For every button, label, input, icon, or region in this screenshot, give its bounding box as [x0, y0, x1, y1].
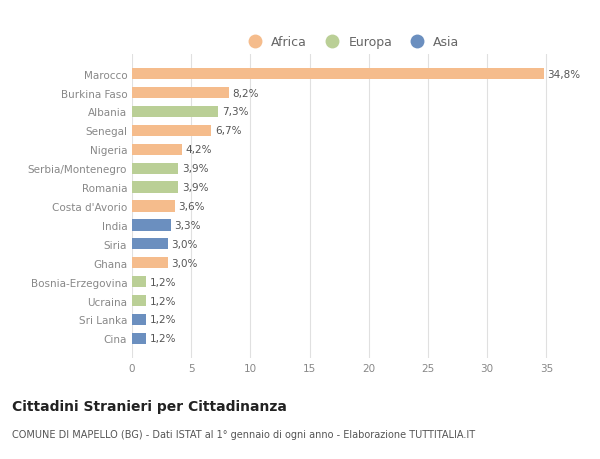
- Text: Cittadini Stranieri per Cittadinanza: Cittadini Stranieri per Cittadinanza: [12, 399, 287, 413]
- Legend: Africa, Europa, Asia: Africa, Europa, Asia: [238, 31, 464, 54]
- Bar: [132, 144, 182, 156]
- Text: 34,8%: 34,8%: [548, 69, 581, 79]
- Bar: [132, 125, 211, 137]
- Bar: [132, 88, 229, 99]
- Bar: [132, 239, 167, 250]
- Bar: [132, 182, 178, 193]
- Bar: [132, 69, 544, 80]
- Text: 3,6%: 3,6%: [178, 202, 205, 212]
- Bar: [132, 106, 218, 118]
- Bar: [132, 163, 178, 174]
- Bar: [132, 276, 146, 288]
- Text: 3,9%: 3,9%: [182, 183, 208, 193]
- Text: 1,2%: 1,2%: [150, 277, 176, 287]
- Text: 1,2%: 1,2%: [150, 296, 176, 306]
- Bar: [132, 333, 146, 344]
- Text: 6,7%: 6,7%: [215, 126, 241, 136]
- Bar: [132, 295, 146, 307]
- Text: 3,9%: 3,9%: [182, 164, 208, 174]
- Text: 1,2%: 1,2%: [150, 334, 176, 344]
- Text: 8,2%: 8,2%: [233, 89, 259, 98]
- Text: 3,3%: 3,3%: [175, 220, 201, 230]
- Bar: [132, 220, 171, 231]
- Bar: [132, 257, 167, 269]
- Text: 7,3%: 7,3%: [222, 107, 248, 117]
- Text: 4,2%: 4,2%: [185, 145, 212, 155]
- Text: 1,2%: 1,2%: [150, 315, 176, 325]
- Bar: [132, 201, 175, 212]
- Bar: [132, 314, 146, 325]
- Text: COMUNE DI MAPELLO (BG) - Dati ISTAT al 1° gennaio di ogni anno - Elaborazione TU: COMUNE DI MAPELLO (BG) - Dati ISTAT al 1…: [12, 429, 475, 439]
- Text: 3,0%: 3,0%: [171, 258, 197, 268]
- Text: 3,0%: 3,0%: [171, 239, 197, 249]
